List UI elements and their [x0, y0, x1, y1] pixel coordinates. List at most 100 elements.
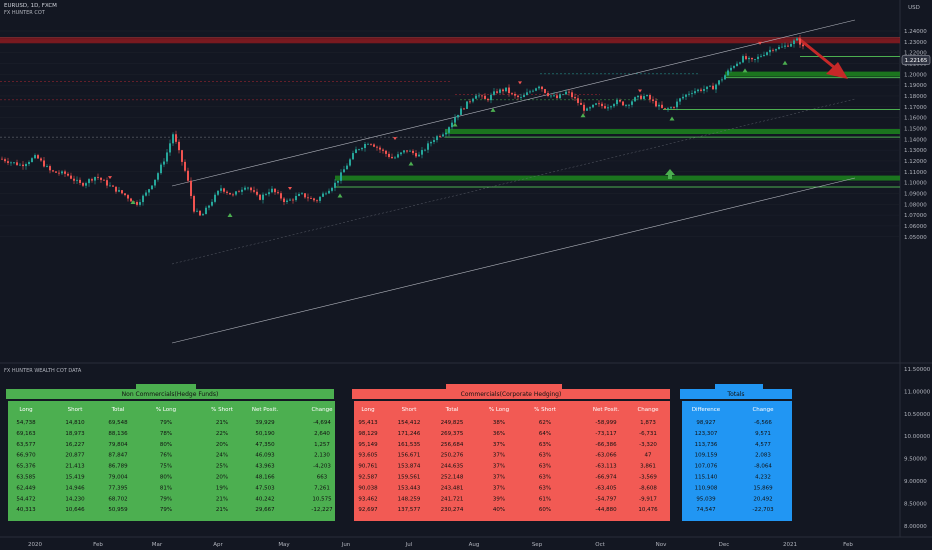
buy-signal: [742, 68, 748, 73]
table-cell: 18,973: [65, 431, 85, 437]
candle-body: [766, 52, 768, 55]
candle-body: [184, 161, 186, 171]
candle-body: [19, 164, 21, 166]
candle-body: [25, 164, 27, 167]
symbol-title: EURUSD, 1D, FXCM: [4, 3, 57, 9]
candle-body: [751, 57, 753, 60]
lower-pane-axis[interactable]: 11.50000 11.00000 10.50000 10.00000 9.50000 9…: [904, 367, 931, 530]
time-axis[interactable]: 2020 Feb Mar Apr May Jun Jul Aug Sep Oct Nov Dec 202…: [28, 542, 853, 548]
table-cell: 79%: [160, 496, 172, 502]
table-column-header: Net Posit.: [252, 407, 278, 413]
table-cell: -12,227: [311, 507, 333, 513]
candle-body: [28, 162, 30, 165]
table-column-header: Short: [402, 407, 418, 413]
candle-body: [787, 45, 789, 47]
candle-body: [22, 164, 24, 167]
table-group-body: [8, 401, 335, 521]
candle-body: [580, 102, 582, 105]
candle-body: [295, 195, 297, 201]
candle-body: [61, 171, 63, 174]
candle-body: [403, 150, 405, 153]
candle-body: [718, 80, 720, 85]
buy-signal: [452, 122, 458, 127]
candle-body: [241, 189, 243, 192]
table-group-tab: [136, 384, 196, 389]
candle-body: [400, 152, 402, 155]
table-cell: 269,375: [441, 431, 464, 437]
candle-body: [601, 103, 603, 107]
candle-body: [139, 202, 141, 205]
candle-body: [232, 194, 234, 196]
table-cell: 20%: [216, 442, 228, 448]
table-cell: -3,320: [639, 442, 657, 448]
candle-body: [82, 182, 84, 186]
table-column-header: Short: [68, 407, 84, 413]
candle-body: [343, 169, 345, 173]
candle-body: [703, 89, 705, 91]
candle-body: [430, 141, 432, 144]
buy-signal: [227, 212, 233, 217]
table-cell: 249,825: [441, 420, 464, 426]
resistance-zone: [0, 38, 900, 44]
candle-body: [124, 193, 126, 196]
candle-body: [475, 95, 477, 99]
currency-label: USD: [908, 5, 920, 11]
table-cell: 21%: [216, 496, 228, 502]
table-cell: 47,350: [255, 442, 275, 448]
big-buy-arrow-stem: [668, 175, 672, 179]
candle-body: [607, 107, 609, 109]
table-group-title: Totals: [726, 391, 744, 398]
candle-body: [724, 75, 726, 80]
table-column-header: % Short: [534, 407, 557, 413]
table-cell: -63,066: [595, 453, 617, 459]
candle-body: [700, 89, 702, 91]
candle-body: [709, 85, 711, 87]
candle-body: [376, 146, 378, 148]
table-cell: 230,274: [441, 507, 464, 513]
table-cell: 252,148: [441, 475, 464, 481]
table-cell: 63%: [539, 485, 551, 491]
table-cell: 37%: [493, 485, 505, 491]
candle-body: [196, 210, 198, 212]
candle-body: [598, 103, 600, 105]
candle-body: [736, 63, 738, 67]
table-cell: 75%: [160, 464, 172, 470]
candle-body: [280, 193, 282, 199]
table-column-header: Long: [19, 407, 32, 413]
table-cell: -63,113: [595, 464, 617, 470]
table-cell: 60%: [539, 507, 551, 513]
lower-tick-label: 9.50000: [904, 457, 927, 463]
candle-body: [511, 93, 513, 94]
candle-body: [595, 103, 597, 105]
candle-body: [226, 191, 228, 193]
candle-body: [433, 140, 435, 142]
candle-body: [16, 162, 18, 166]
table-cell: 95,039: [696, 496, 716, 502]
candle-body: [415, 153, 417, 157]
candle-body: [34, 155, 36, 159]
table-cell: 64%: [539, 431, 551, 437]
candle-body: [457, 114, 459, 118]
candle-body: [349, 159, 351, 166]
candle-body: [217, 190, 219, 195]
candle-body: [481, 95, 483, 97]
candle-body: [523, 95, 525, 98]
candle-body: [388, 153, 390, 157]
table-column-header: Change: [311, 407, 333, 413]
buy-signal: [782, 60, 788, 65]
table-column-header: % Short: [211, 407, 234, 413]
candle-body: [604, 106, 606, 109]
table-cell: 68,702: [108, 496, 127, 502]
candle-body: [658, 104, 660, 107]
buy-signal: [580, 113, 586, 118]
candle-body: [202, 214, 204, 216]
table-cell: 62%: [539, 420, 551, 426]
table-cell: 46,093: [255, 453, 275, 459]
table-column-header: Total: [445, 407, 459, 413]
table-cell: 156,671: [398, 453, 421, 459]
sell-signal: [288, 186, 292, 190]
table-cell: 20,492: [753, 496, 772, 502]
candle-body: [562, 94, 564, 96]
candle-body: [37, 155, 39, 159]
